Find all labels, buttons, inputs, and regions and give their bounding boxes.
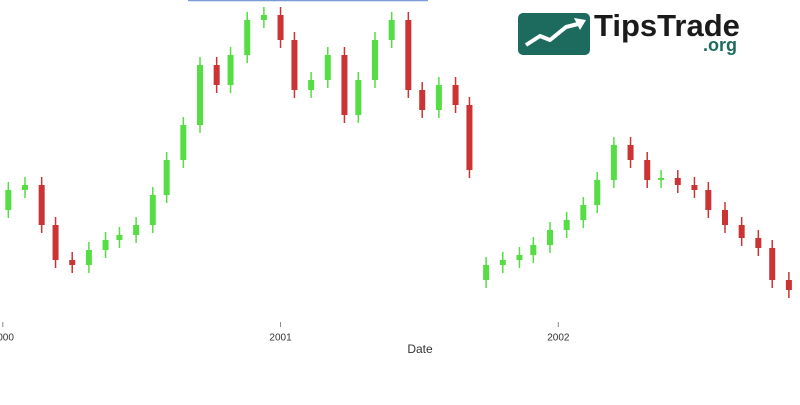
candle-body: [658, 178, 665, 180]
candle-body: [5, 190, 12, 210]
candle-body: [580, 205, 587, 220]
x-tick-label: 2001: [269, 333, 292, 344]
candle-body: [388, 20, 395, 40]
logo-suffix: .org: [703, 35, 737, 55]
candle-body: [547, 230, 553, 245]
candle-body: [341, 55, 348, 115]
candle-body: [102, 240, 109, 250]
candle-body: [755, 238, 762, 248]
candle-body: [610, 145, 617, 180]
candle-body: [149, 195, 156, 225]
candle-body: [691, 185, 698, 190]
candle-body: [324, 55, 331, 80]
x-axis-label: Date: [407, 342, 433, 356]
candle-body: [372, 40, 378, 80]
candle-body: [516, 255, 523, 260]
candle-body: [405, 20, 412, 90]
logo-arrow: [574, 18, 586, 30]
candle-body: [227, 55, 234, 85]
logo-name: TipsTrade: [594, 8, 740, 43]
candle-body: [466, 105, 473, 170]
logo: TipsTrade .org: [518, 8, 740, 55]
candle-body: [563, 220, 570, 230]
candle-body: [69, 260, 76, 265]
candle-body: [355, 80, 362, 115]
candle-body: [722, 210, 728, 225]
candle-body: [644, 160, 651, 180]
candle-body: [785, 280, 792, 290]
candle-body: [133, 225, 140, 235]
candle-body: [769, 248, 776, 280]
candle-body: [85, 250, 92, 265]
candle-body: [197, 65, 203, 125]
candle-body: [260, 15, 267, 20]
candle-body: [499, 260, 506, 265]
candle-body: [530, 245, 537, 255]
x-tick-label: 2000: [0, 333, 14, 344]
candle-body: [738, 225, 745, 238]
candle-body: [213, 65, 220, 85]
candle-body: [52, 225, 59, 260]
candle-body: [180, 125, 187, 160]
candle-body: [452, 85, 459, 105]
candle-body: [244, 20, 251, 55]
candle-body: [308, 80, 315, 90]
candle-body: [483, 265, 490, 280]
candle-body: [435, 85, 442, 110]
candle-body: [22, 185, 28, 190]
candle-body: [277, 15, 284, 40]
candle-body: [594, 180, 601, 205]
candle-body: [291, 40, 298, 90]
candle-body: [705, 190, 712, 210]
logo-icon: [524, 22, 579, 47]
candle-body: [674, 178, 681, 185]
candle-body: [163, 160, 170, 195]
plot: [5, 7, 792, 298]
candle-body: [419, 90, 426, 110]
candle-body: [627, 145, 634, 160]
x-tick-label: 2002: [547, 333, 570, 344]
candle-body: [116, 235, 123, 240]
candle-body: [38, 185, 45, 225]
